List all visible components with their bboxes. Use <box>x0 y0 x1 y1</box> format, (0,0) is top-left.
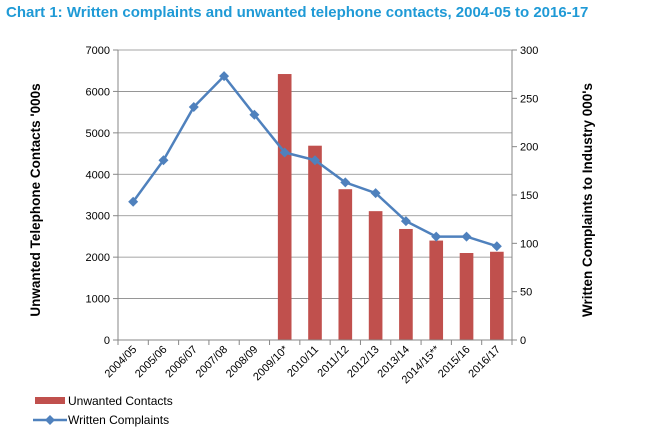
line-series <box>128 71 502 252</box>
left-axis-ticks: 0 1000 2000 3000 4000 5000 6000 7000 <box>86 45 110 347</box>
point-2005/06 <box>158 155 169 166</box>
point-2009/10* <box>279 147 290 158</box>
legend-swatch-unwanted-contacts <box>35 397 65 404</box>
y2-tick-label: 100 <box>520 238 538 250</box>
y2-tick-label: 0 <box>520 335 526 347</box>
legend: Unwanted Contacts Written Complaints <box>33 394 173 427</box>
point-2006/07 <box>188 102 199 113</box>
chart-title: Chart 1: Written complaints and unwanted… <box>6 4 589 21</box>
y-tick-label: 1000 <box>86 294 110 306</box>
point-2015/16 <box>461 231 472 242</box>
y2-tick-label: 200 <box>520 142 538 154</box>
legend-label-unwanted-contacts: Unwanted Contacts <box>68 394 173 408</box>
x-tick-label: 2006/07 <box>163 344 200 381</box>
right-axis-ticks: 0 50 100 150 200 250 300 <box>520 45 538 347</box>
x-tick-label: 2005/06 <box>133 344 170 381</box>
x-tick-label: 2007/08 <box>194 344 231 381</box>
point-2008/09 <box>249 109 260 120</box>
point-2010/11 <box>310 155 320 166</box>
x-tick-label: 2011/12 <box>315 344 351 380</box>
point-2011/12 <box>340 177 351 188</box>
point-2012/13 <box>370 188 381 199</box>
bar-2015/16 <box>459 253 474 340</box>
y-tick-label: 4000 <box>86 169 110 181</box>
point-2007/08 <box>219 71 230 82</box>
point-2004/05 <box>128 196 139 207</box>
y-tick-label: 7000 <box>86 45 110 57</box>
y2-tick-label: 300 <box>520 45 538 57</box>
bar-2013/14 <box>399 228 413 340</box>
point-2013/14 <box>400 216 411 227</box>
y-tick-label: 5000 <box>86 128 110 140</box>
axes <box>113 49 517 345</box>
y-tick-label: 0 <box>104 335 110 347</box>
x-tick-label: 2012/13 <box>345 344 382 381</box>
y-tick-label: 2000 <box>86 252 110 264</box>
y-axis-title: Unwanted Telephone Contacts '000s <box>28 83 43 316</box>
bar-2014/15** <box>429 240 444 340</box>
point-2014/15** <box>431 231 442 242</box>
point-2016/17 <box>491 241 502 252</box>
bar-2016/17 <box>490 251 504 340</box>
y2-tick-label: 50 <box>520 287 532 299</box>
x-tick-label: 2010/11 <box>285 344 321 380</box>
x-tick-label: 2004/05 <box>103 344 140 381</box>
y2-tick-label: 150 <box>520 190 538 202</box>
bar-2009/10* <box>277 74 292 341</box>
y2-axis-title: Written Complaints to Industry 000's <box>580 83 595 317</box>
x-tick-label: 2016/17 <box>466 344 503 381</box>
y2-tick-label: 250 <box>520 93 538 105</box>
bar-2012/13 <box>368 211 383 340</box>
y-tick-label: 3000 <box>86 211 110 223</box>
bar-series <box>277 74 504 341</box>
bar-2011/12 <box>338 189 353 340</box>
y-tick-label: 6000 <box>86 86 110 98</box>
bar-2010/11 <box>308 145 322 340</box>
x-tick-label: 2015/16 <box>436 344 473 381</box>
legend-label-written-complaints: Written Complaints <box>68 413 169 427</box>
legend-marker-written-complaints <box>45 415 55 425</box>
x-axis-ticks: 2004/052005/062006/072007/082008/092009/… <box>103 343 503 386</box>
